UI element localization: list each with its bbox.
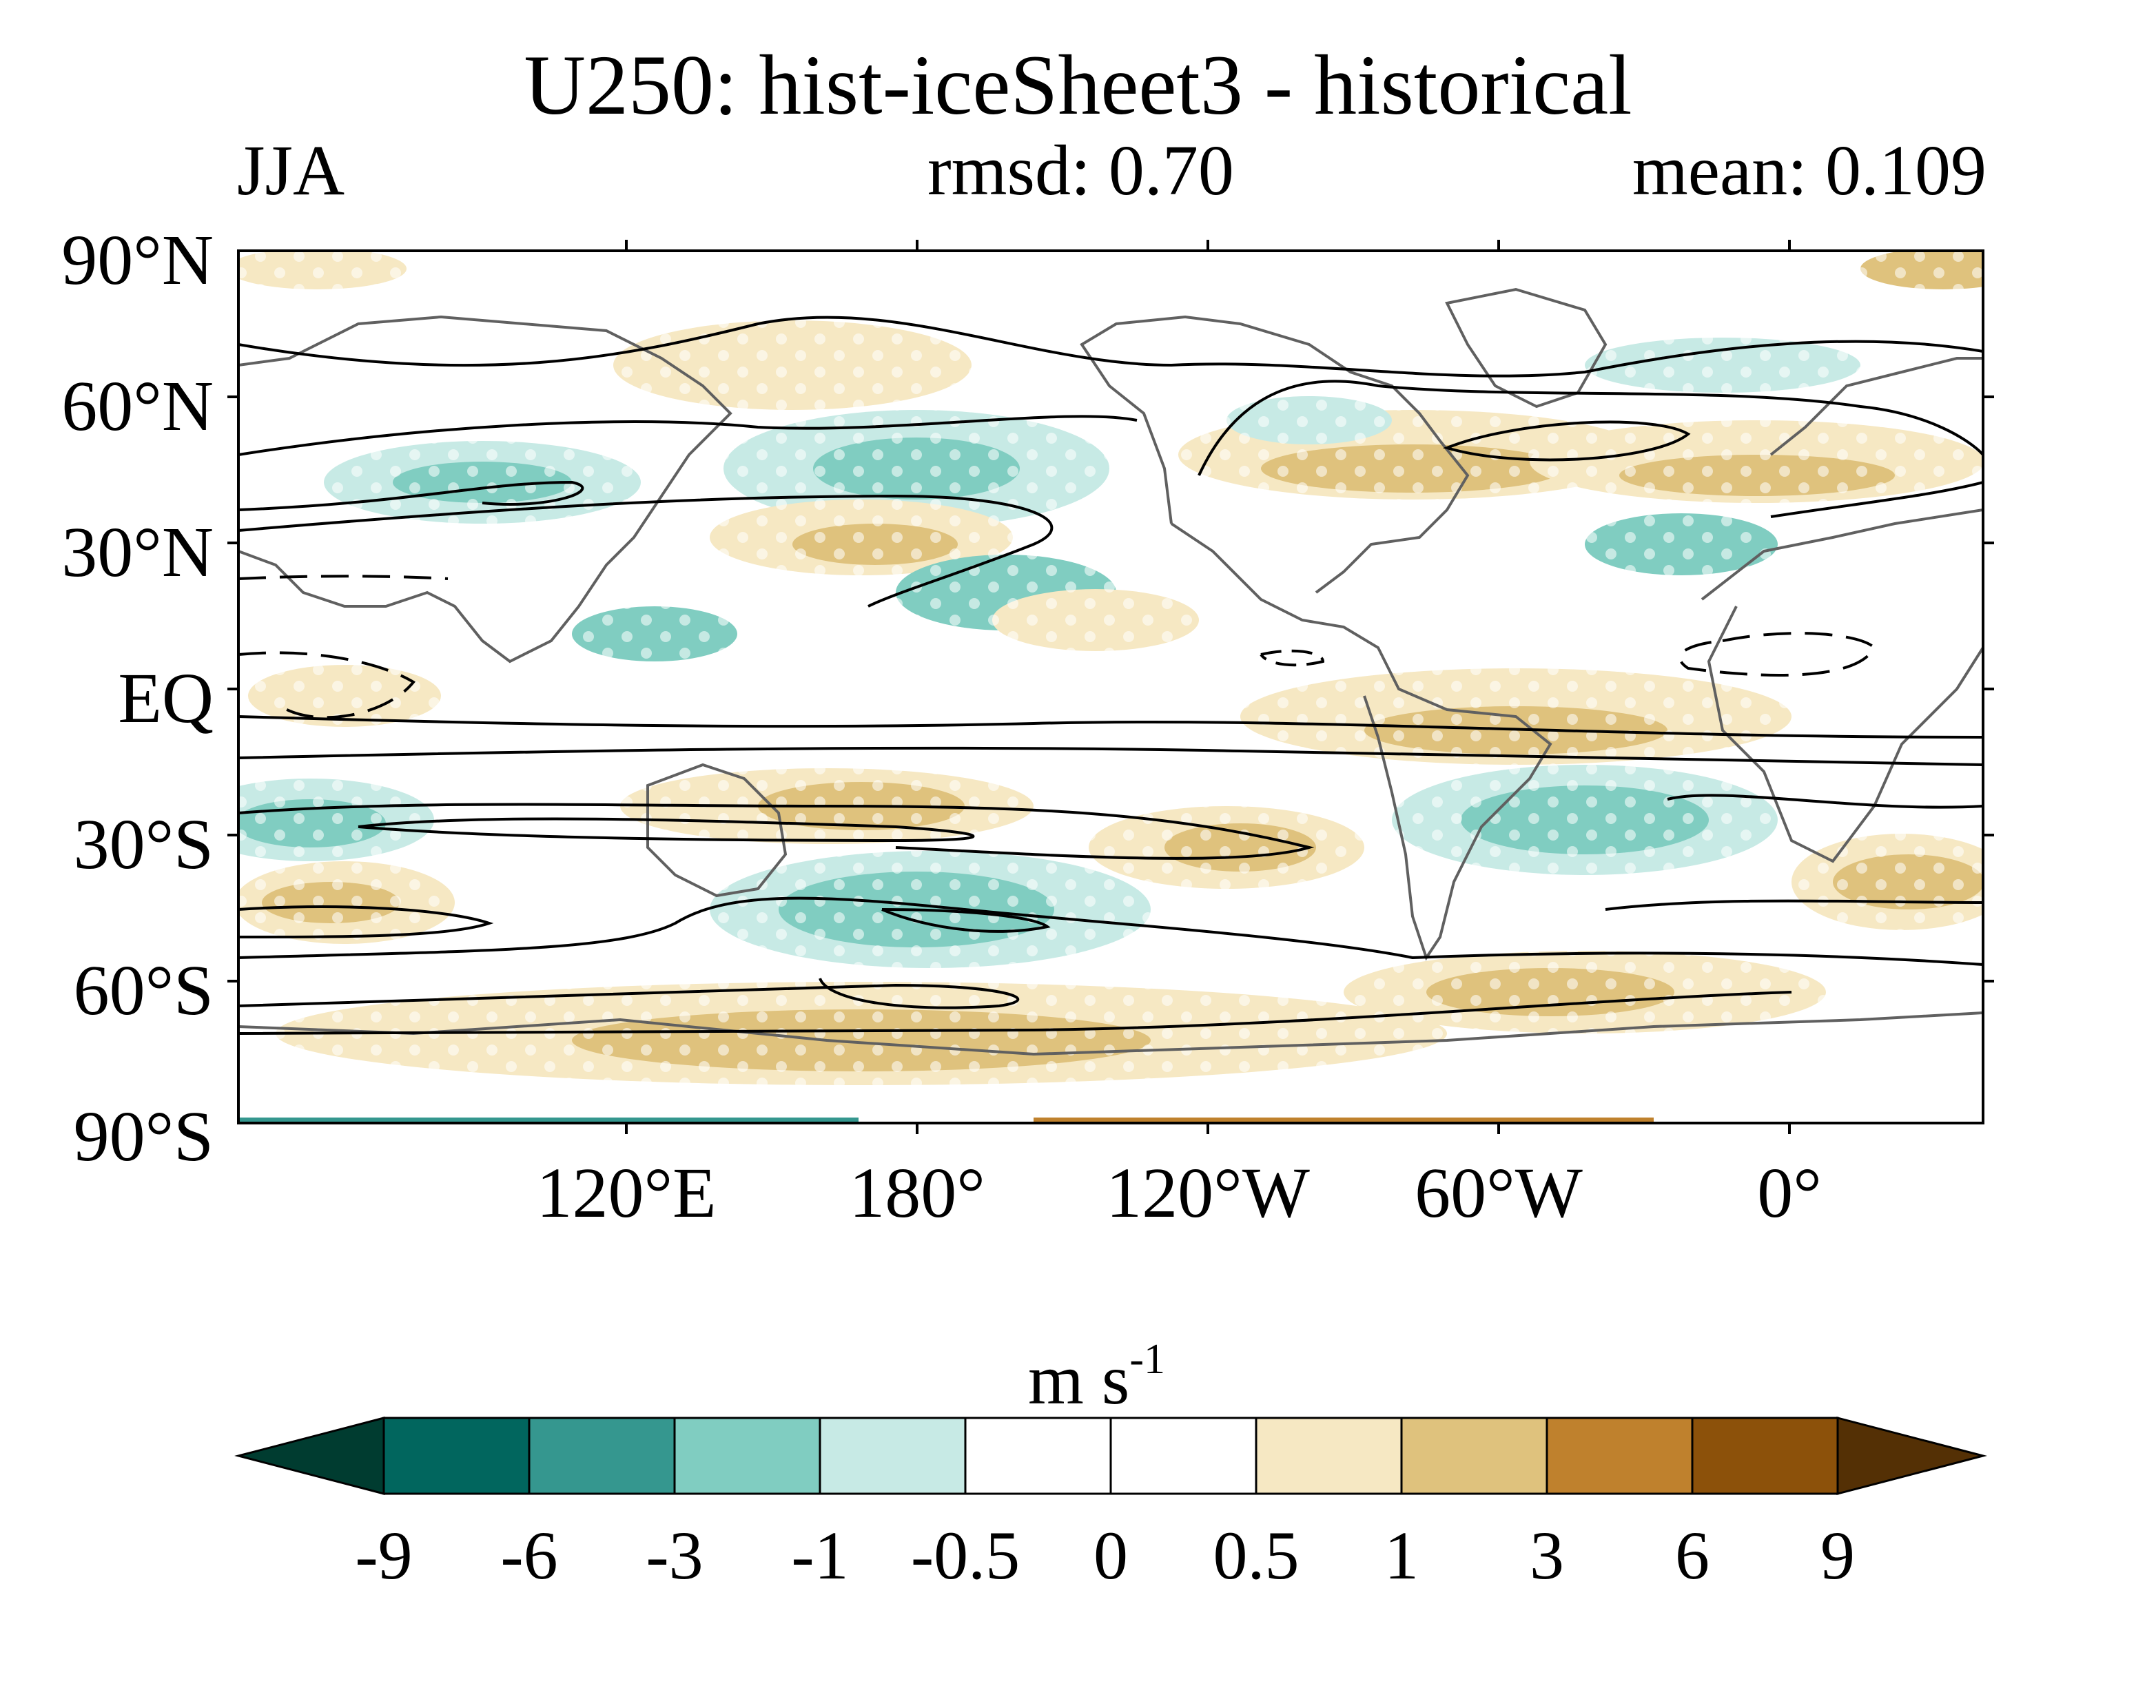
lat-label-90n: 90°N [61,220,214,300]
lat-label-30n: 30°N [61,513,214,592]
lat-label-30s: 30°S [73,805,214,884]
colorbar-tick-label: 6 [1675,1517,1710,1594]
colorbar-tick-label: -9 [355,1517,413,1594]
colorbar-units: m s-1 [1028,1336,1166,1419]
colorbar-box [1109,1417,1257,1495]
lon-label-120e: 120°E [536,1153,717,1233]
lon-label-180: 180° [849,1153,985,1233]
coastlines [238,287,1983,1056]
colorbar-triangle-high [1836,1417,1987,1495]
axis-ticks [227,240,1994,1134]
lat-label-90s: 90°S [73,1097,214,1176]
lat-label-60s: 60°S [73,951,214,1030]
map-frame [237,249,1984,1124]
colorbar-tick-label: -0.5 [910,1517,1020,1594]
colorbar-tick-label: -1 [791,1517,849,1594]
anomaly-shading [238,251,1983,1123]
colorbar-triangle-low [234,1417,385,1495]
colorbar-box [673,1417,821,1495]
lat-label-60n: 60°N [61,367,214,446]
colorbar-tick-label: -3 [646,1517,704,1594]
colorbar-tick-label: 0.5 [1213,1517,1300,1594]
lon-label-60w: 60°W [1415,1153,1583,1233]
colorbar-tick-label: 0 [1094,1517,1128,1594]
colorbar-tick-label: 1 [1384,1517,1419,1594]
lon-label-120w: 120°W [1106,1153,1310,1233]
climatology-contours [238,316,1983,1035]
rmsd-label: rmsd: 0.70 [927,131,1234,210]
colorbar [234,1417,1987,1495]
colorbar-box [382,1417,531,1495]
colorbar-tick-label: 9 [1820,1517,1855,1594]
colorbar-box [964,1417,1112,1495]
lon-label-0: 0° [1757,1153,1822,1233]
lat-label-eq: EQ [118,659,214,738]
chart-title: U250: hist-iceSheet3 - historical [524,38,1632,132]
colorbar-tick-label: 3 [1530,1517,1564,1594]
colorbar-box [819,1417,967,1495]
mean-label: mean: 0.109 [1632,131,1986,210]
colorbar-box [528,1417,676,1495]
colorbar-box [1255,1417,1403,1495]
colorbar-box [1546,1417,1694,1495]
season-label: JJA [237,131,345,210]
colorbar-box [1691,1417,1839,1495]
colorbar-tick-label: -6 [500,1517,558,1594]
colorbar-box [1400,1417,1548,1495]
